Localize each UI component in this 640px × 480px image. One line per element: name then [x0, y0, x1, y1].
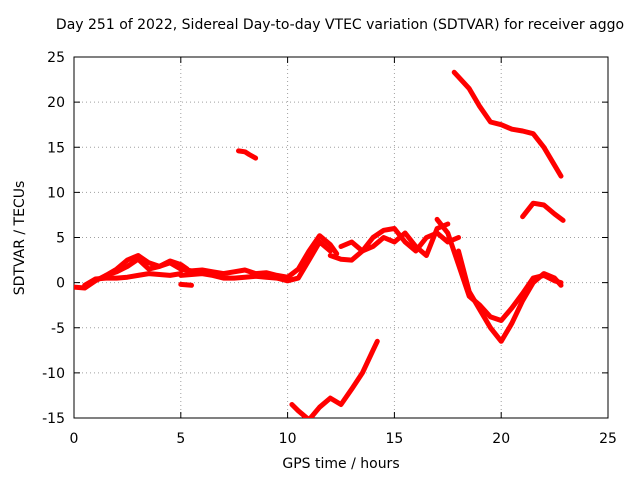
- y-axis-label: SDTVAR / TECUs: [12, 180, 28, 296]
- series-line-arc-9: [338, 221, 451, 258]
- y-tick-label: -10: [42, 366, 65, 382]
- y-tick-label: 15: [47, 140, 65, 156]
- x-tick-label: 15: [385, 431, 403, 447]
- series-line-arc-12: [289, 338, 380, 418]
- x-tick-label: 10: [279, 431, 297, 447]
- series-group: [74, 69, 566, 418]
- series-line-arc-7: [236, 148, 259, 161]
- series-line-arc-5: [178, 239, 333, 284]
- x-tick-label: 25: [599, 431, 617, 447]
- y-tick-label: 10: [47, 185, 65, 201]
- x-tick-label: 20: [492, 431, 510, 447]
- x-axis-label: GPS time / hours: [282, 456, 400, 472]
- series-line-arc-13: [451, 69, 564, 179]
- series-line-arc-10: [434, 216, 564, 323]
- chart-title: Day 251 of 2022, Sidereal Day-to-day VTE…: [55, 17, 625, 33]
- series-line-arc-14: [520, 200, 566, 223]
- series-line-arc-3: [103, 253, 190, 278]
- y-tick-label: 0: [56, 276, 65, 292]
- y-tick-label: 5: [56, 231, 65, 247]
- y-tick-label: 20: [47, 95, 65, 111]
- y-tick-label: -15: [42, 411, 65, 427]
- x-tick-label: 5: [176, 431, 185, 447]
- series-line-arc-11: [456, 248, 564, 344]
- y-tick-label: -5: [51, 321, 65, 337]
- series-line-arc-2: [82, 271, 184, 288]
- x-tick-label: 0: [70, 431, 79, 447]
- y-tick-label: 25: [47, 50, 65, 66]
- series-line-arc-4: [178, 233, 340, 280]
- grid-lines: [74, 57, 608, 418]
- series-line-arc-6: [178, 281, 194, 288]
- axis-ticks: 0 5 10 15 20 25 -15 -10 -5 0 5 10 15 20 25: [42, 50, 617, 447]
